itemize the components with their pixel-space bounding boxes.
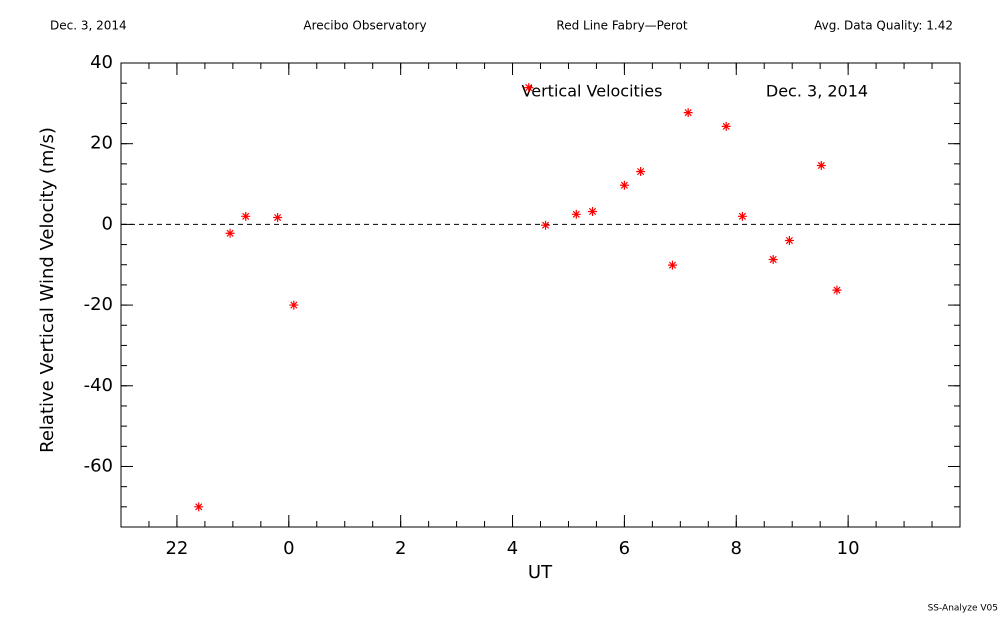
- data-point: [541, 220, 551, 230]
- header-site: Arecibo Observatory: [303, 19, 426, 33]
- header-date: Dec. 3, 2014: [50, 19, 127, 33]
- x-axis-label: UT: [528, 562, 553, 583]
- data-point: [289, 300, 299, 310]
- data-point: [768, 254, 778, 264]
- data-point: [241, 211, 251, 221]
- data-point: [225, 228, 235, 238]
- data-point: [816, 160, 826, 170]
- y-axis-label: Relative Vertical Wind Velocity (m/s): [37, 127, 58, 453]
- data-point: [588, 206, 598, 216]
- data-point: [619, 180, 629, 190]
- y-tick-label: -60: [84, 455, 113, 476]
- x-tick-label: 2: [395, 538, 406, 559]
- data-point: [194, 502, 204, 512]
- y-tick-label: -20: [84, 294, 113, 315]
- data-point: [571, 209, 581, 219]
- data-point: [668, 260, 678, 270]
- x-tick-label: 0: [283, 538, 294, 559]
- annotation: Dec. 3, 2014: [766, 82, 868, 101]
- x-tick-label: 10: [837, 538, 860, 559]
- data-point: [524, 83, 534, 93]
- header-quality: Avg. Data Quality: 1.42: [814, 19, 953, 33]
- x-tick-label: 8: [731, 538, 742, 559]
- data-point: [636, 167, 646, 177]
- x-tick-label: 6: [619, 538, 630, 559]
- x-tick-label: 22: [165, 538, 188, 559]
- y-tick-label: 20: [90, 133, 113, 154]
- footer: SS-Analyze V05: [928, 604, 998, 614]
- x-tick-label: 4: [507, 538, 518, 559]
- header-instrument: Red Line Fabry—Perot: [556, 19, 687, 33]
- data-point: [683, 108, 693, 118]
- y-tick-label: 0: [102, 213, 113, 234]
- y-tick-label: 40: [90, 52, 113, 73]
- data-point: [273, 213, 283, 223]
- data-point: [721, 121, 731, 131]
- data-point: [832, 285, 842, 295]
- annotation: Vertical Velocities: [522, 82, 663, 101]
- data-point: [784, 236, 794, 246]
- data-point: [737, 211, 747, 221]
- y-tick-label: -40: [84, 375, 113, 396]
